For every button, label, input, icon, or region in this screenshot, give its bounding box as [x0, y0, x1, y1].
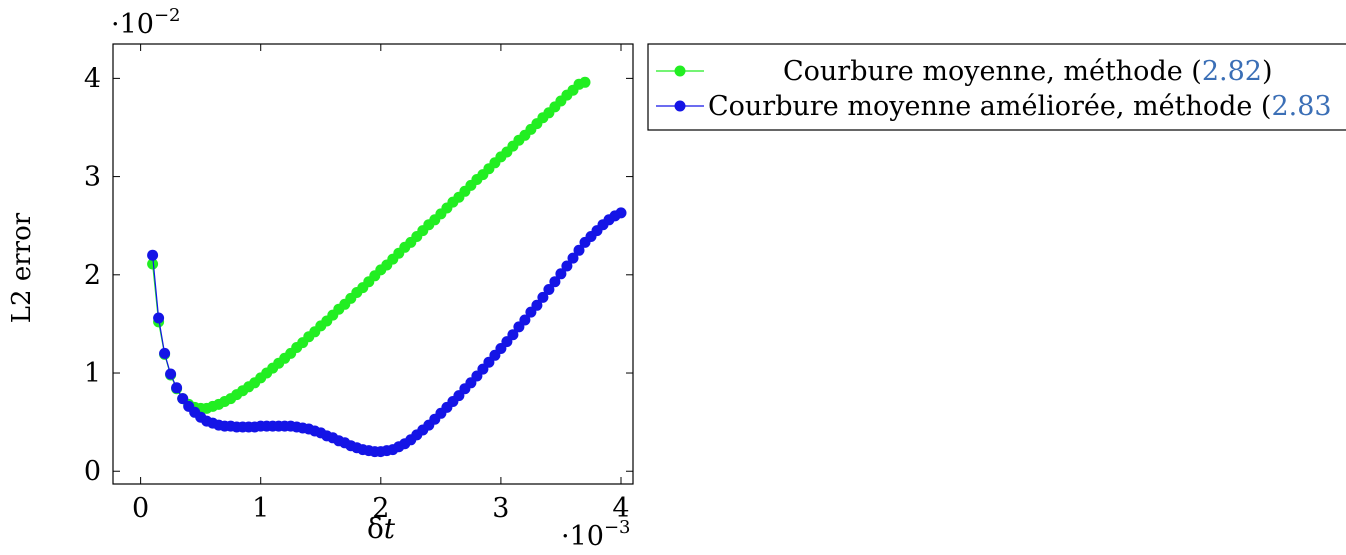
y-tick-label: 1 [84, 358, 101, 389]
x-tick-label: 2 [372, 493, 389, 524]
series-2 [147, 207, 627, 458]
x-axis-label: δt [367, 512, 396, 545]
data-point [567, 252, 579, 264]
data-point [537, 291, 549, 303]
y-tick-label: 3 [84, 162, 101, 193]
data-point [165, 368, 177, 380]
series-line [152, 81, 586, 409]
x-tick-label: 1 [252, 493, 269, 524]
data-point [177, 393, 189, 405]
data-point [159, 347, 171, 359]
y-axis-label: L2 error [7, 212, 37, 323]
series-1 [147, 76, 591, 414]
y-multiplier: ·10−2 [111, 5, 181, 40]
data-point [549, 276, 561, 288]
x-tick-label: 4 [612, 493, 629, 524]
plot-frame [112, 43, 634, 485]
data-point [555, 268, 567, 280]
legend-entry-1: Courbure moyenne, méthode (2.82) [783, 56, 1273, 87]
tick-group: 0 1 2 3 4 0 1 2 3 4 [84, 44, 633, 524]
data-point [615, 207, 627, 219]
data-point [519, 314, 531, 326]
data-point [147, 258, 159, 270]
legend-entry-2: Courbure moyenne améliorée, méthode (2.8… [708, 91, 1332, 122]
legend-swatch-marker-1 [674, 65, 686, 77]
series-line [152, 212, 622, 453]
data-point [147, 249, 159, 261]
data-point [561, 260, 573, 272]
y-tick-label: 2 [84, 260, 101, 291]
legend: Courbure moyenne, méthode (2.82) Courbur… [647, 43, 1346, 131]
x-tick-label: 3 [492, 493, 509, 524]
y-tick-label: 0 [84, 456, 101, 487]
data-point [507, 329, 519, 341]
data-point [573, 244, 585, 256]
legend-box [647, 43, 1346, 131]
data-point [153, 312, 165, 324]
series-layer [147, 76, 627, 458]
data-point [531, 299, 543, 311]
x-multiplier: ·10−3 [561, 517, 631, 552]
legend-swatch-marker-2 [674, 100, 686, 112]
y-tick-label: 4 [84, 63, 101, 94]
data-point [171, 382, 183, 394]
data-point [579, 76, 591, 88]
data-point [543, 284, 555, 295]
x-tick-label: 0 [132, 493, 149, 524]
